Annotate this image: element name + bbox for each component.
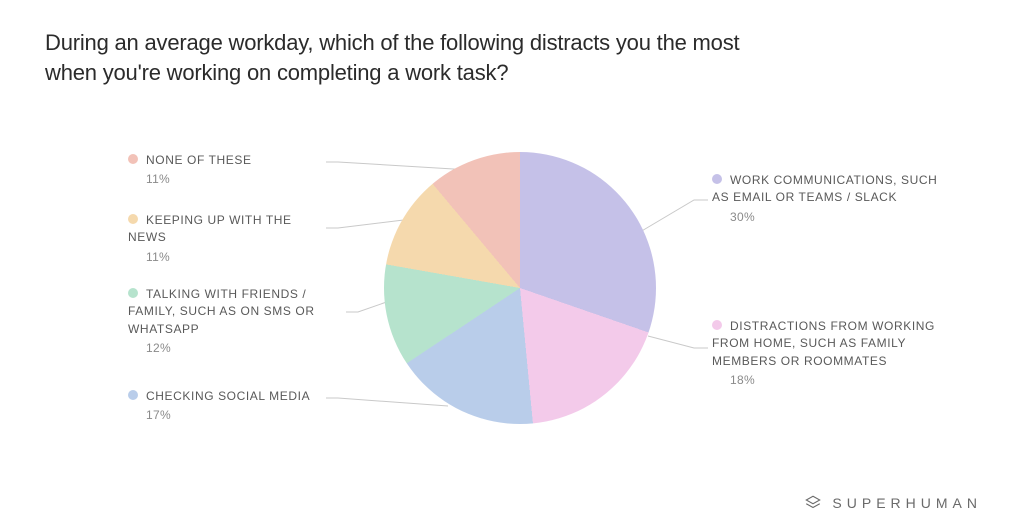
brand-icon [804, 494, 822, 512]
pie-graphic [384, 152, 656, 424]
pie-label-pct: 17% [146, 407, 348, 424]
pie-label-pct: 11% [146, 171, 328, 188]
pie-label-pct: 18% [730, 372, 942, 389]
legend-swatch [128, 390, 138, 400]
pie-label-text: KEEPING UP WITH THE NEWS [128, 213, 292, 244]
pie-label-news: KEEPING UP WITH THE NEWS 11% [128, 212, 328, 266]
legend-swatch [128, 288, 138, 298]
pie-label-pct: 12% [146, 340, 348, 357]
legend-swatch [128, 214, 138, 224]
pie-label-pct: 30% [730, 209, 942, 226]
pie-label-friends: TALKING WITH FRIENDS / FAMILY, SUCH AS O… [128, 286, 348, 358]
brand-logo: SUPERHUMAN [804, 494, 982, 512]
pie-label-text: WORK COMMUNICATIONS, SUCH AS EMAIL OR TE… [712, 173, 937, 204]
pie-label-text: TALKING WITH FRIENDS / FAMILY, SUCH AS O… [128, 287, 315, 336]
pie-chart [384, 152, 656, 424]
pie-label-wfh: DISTRACTIONS FROM WORKING FROM HOME, SUC… [712, 318, 942, 390]
legend-swatch [712, 320, 722, 330]
pie-label-text: DISTRACTIONS FROM WORKING FROM HOME, SUC… [712, 319, 935, 368]
legend-swatch [128, 154, 138, 164]
leader-wfh [648, 336, 708, 348]
brand-text: SUPERHUMAN [832, 495, 982, 511]
pie-label-work_comms: WORK COMMUNICATIONS, SUCH AS EMAIL OR TE… [712, 172, 942, 226]
pie-label-text: CHECKING SOCIAL MEDIA [146, 389, 310, 403]
pie-label-none: NONE OF THESE 11% [128, 152, 328, 189]
pie-label-pct: 11% [146, 249, 328, 266]
legend-swatch [712, 174, 722, 184]
chart-container: During an average workday, which of the … [0, 0, 1024, 530]
pie-label-text: NONE OF THESE [146, 153, 252, 167]
pie-label-social: CHECKING SOCIAL MEDIA 17% [128, 388, 348, 425]
